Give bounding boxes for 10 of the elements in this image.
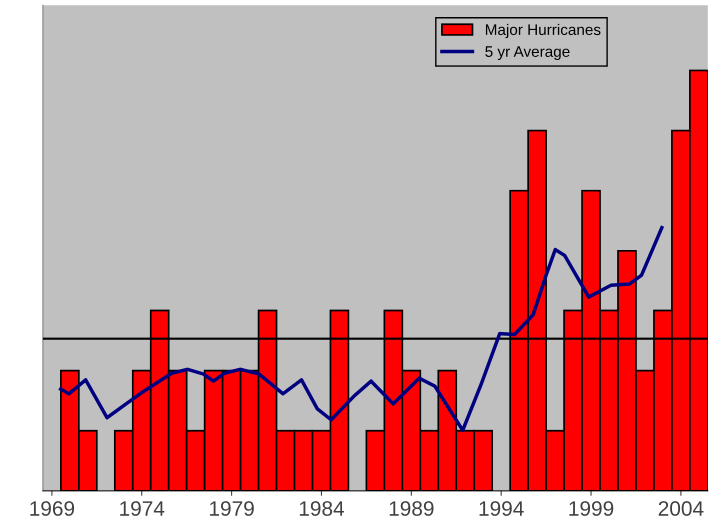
x-tick-label: 1994 [480, 501, 524, 516]
x-tick-label: 1999 [569, 501, 614, 516]
x-tick-label: 1974 [120, 501, 164, 516]
x-tick-label: 1984 [300, 501, 344, 516]
legend-label: 5 yr Average [485, 46, 570, 60]
x-tick-label: 1989 [390, 501, 434, 516]
x-tick-label: 1969 [30, 501, 74, 516]
x-tick-label: 1979 [210, 501, 254, 516]
x-tick-label: 2004 [658, 501, 704, 516]
legend-label: Major Hurricanes [486, 24, 600, 38]
